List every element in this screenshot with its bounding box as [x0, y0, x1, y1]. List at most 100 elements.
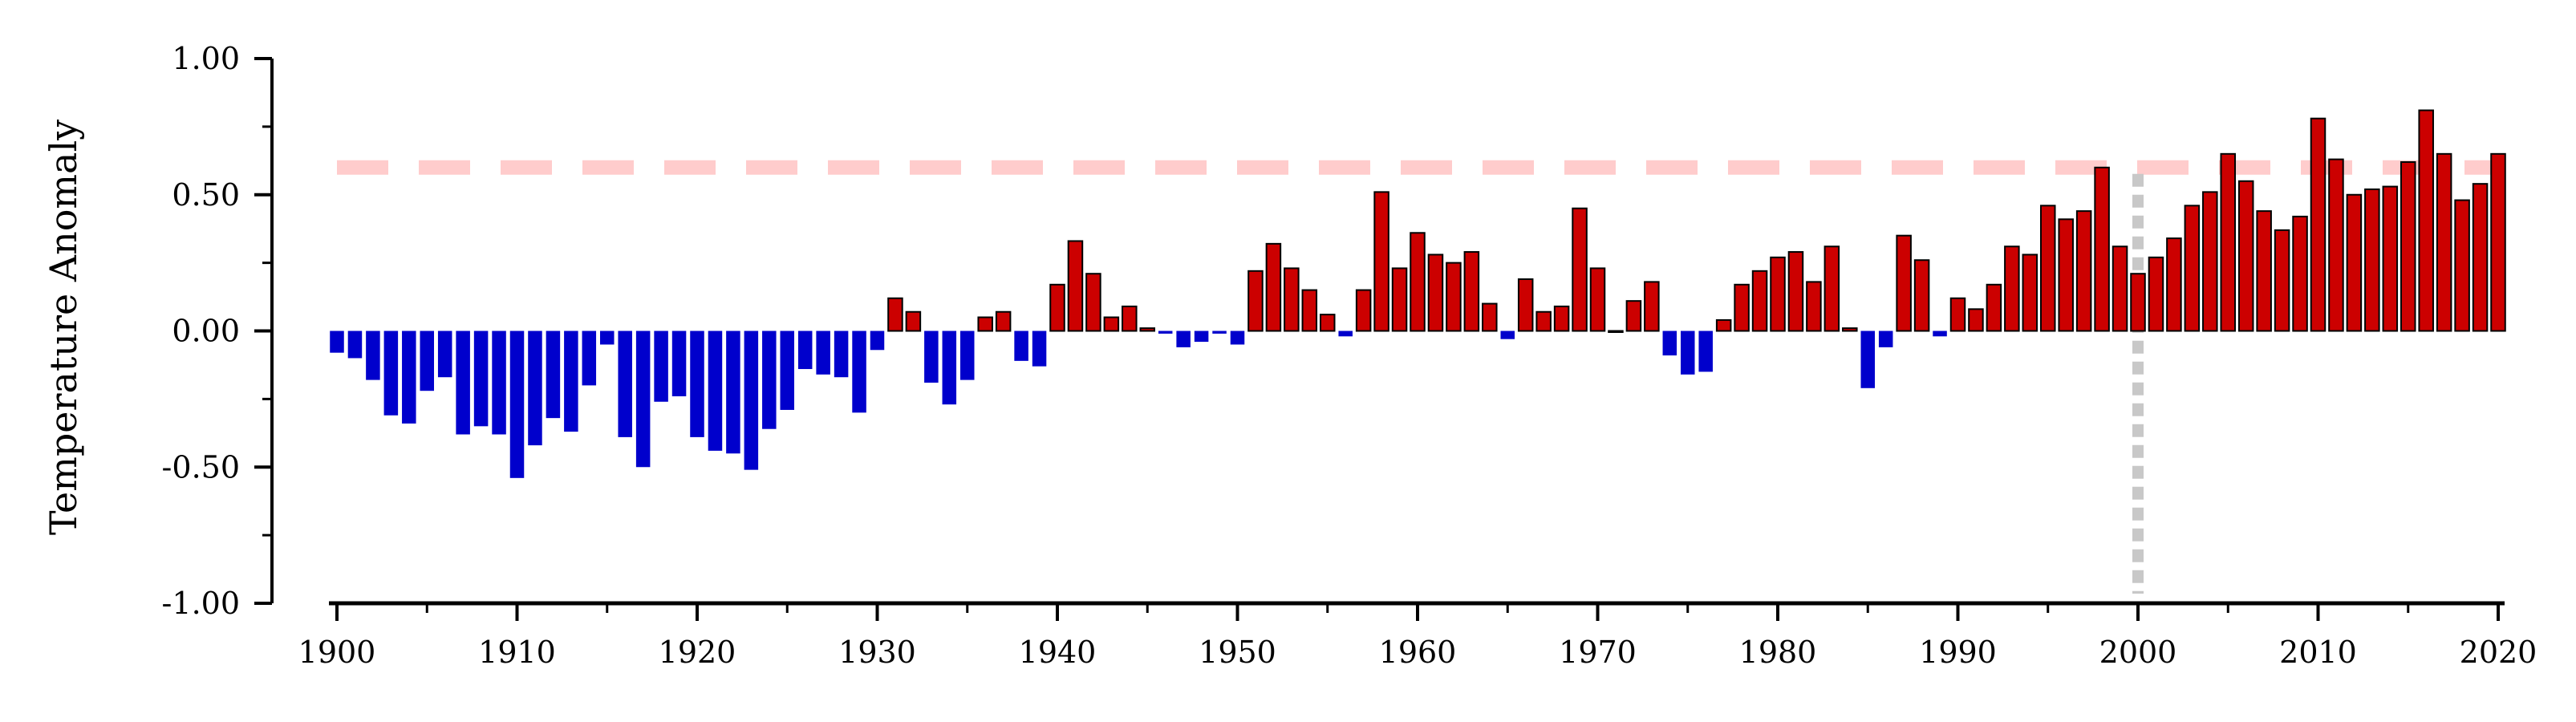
bar-1974	[1662, 331, 1677, 356]
bar-1955	[1319, 314, 1336, 332]
reference-lines	[337, 160, 2498, 594]
bar-2004	[2202, 191, 2218, 332]
bar-1986	[1878, 331, 1893, 347]
bar-1979	[1751, 270, 1768, 332]
bar-1966	[1517, 278, 1534, 332]
bar-1913	[564, 331, 578, 432]
bar-1956	[1338, 331, 1353, 337]
bar-2002	[2166, 237, 2182, 332]
bar-1919	[671, 331, 687, 396]
bar-2011	[2328, 158, 2344, 332]
bar-1949	[1212, 331, 1227, 334]
bar-1992	[1986, 283, 2002, 332]
bar-1942	[1085, 273, 1101, 332]
bar-1904	[402, 331, 416, 424]
bar-2018	[2454, 199, 2470, 332]
x-tick-label: 1970	[1559, 635, 1637, 670]
bar-1917	[635, 331, 651, 468]
bar-2000	[2130, 273, 2146, 332]
bar-1901	[347, 331, 363, 359]
bar-2003	[2184, 205, 2201, 332]
bar-1982	[1806, 281, 1822, 332]
bar-2005	[2220, 152, 2237, 332]
bar-1925	[780, 331, 795, 410]
bar-1948	[1194, 331, 1209, 343]
bar-1962	[1446, 262, 1462, 332]
bar-1975	[1680, 331, 1695, 375]
bar-1950	[1230, 331, 1245, 345]
bar-1964	[1482, 302, 1498, 332]
bar-1977	[1715, 318, 1732, 332]
bar-1997	[2075, 210, 2092, 332]
bars-group	[330, 109, 2506, 478]
bar-2009	[2292, 215, 2308, 332]
bar-1912	[546, 331, 561, 419]
bar-1959	[1391, 267, 1408, 332]
bar-1985	[1860, 331, 1876, 388]
bar-1932	[905, 310, 922, 332]
bar-1968	[1553, 305, 1570, 332]
bar-2001	[2148, 256, 2164, 332]
x-tick-label: 1960	[1379, 635, 1457, 670]
bar-1988	[1913, 259, 1930, 332]
bar-1920	[690, 331, 704, 437]
bar-1929	[852, 331, 866, 413]
bar-1973	[1644, 281, 1660, 332]
bar-1905	[420, 331, 435, 391]
bar-2006	[2237, 180, 2254, 332]
bar-1996	[2058, 218, 2074, 332]
bar-1970	[1589, 267, 1606, 332]
bar-1965	[1500, 331, 1515, 339]
bar-2007	[2256, 210, 2272, 332]
bar-2016	[2418, 109, 2434, 332]
bar-1953	[1284, 267, 1300, 332]
bar-1906	[437, 331, 452, 378]
y-tick-label: -0.50	[162, 449, 240, 485]
bar-1933	[924, 331, 939, 383]
y-tick-label: -1.00	[162, 586, 240, 621]
bar-1958	[1373, 191, 1389, 332]
bar-1952	[1265, 242, 1282, 332]
bar-1972	[1625, 300, 1642, 332]
bar-1914	[582, 331, 597, 386]
bar-1995	[2039, 205, 2056, 332]
bar-1978	[1734, 283, 1750, 332]
bar-1930	[870, 331, 885, 351]
bar-1910	[509, 331, 525, 478]
axes-group: 1.00 0.50 0.00 -0.50 -1.00 1900 1910 1920 1930 19…	[162, 41, 2537, 670]
bar-1957	[1355, 289, 1372, 332]
bar-1924	[762, 331, 777, 429]
y-tick-label: 0.00	[172, 314, 240, 349]
bar-1923	[744, 331, 759, 470]
bar-1983	[1823, 245, 1840, 332]
bar-1960	[1410, 232, 1426, 332]
bar-2014	[2382, 185, 2399, 332]
bar-1916	[618, 331, 632, 437]
bar-1969	[1572, 207, 1588, 332]
bar-1980	[1770, 256, 1786, 332]
bar-1993	[2004, 245, 2020, 332]
bar-1915	[599, 331, 615, 345]
bar-1989	[1933, 331, 1947, 337]
bar-1900	[330, 331, 344, 353]
bar-1941	[1067, 240, 1084, 332]
bar-1931	[887, 297, 903, 332]
x-tick-label: 1910	[478, 635, 556, 670]
bar-1918	[654, 331, 668, 402]
bar-1909	[492, 331, 506, 435]
bar-2020	[2490, 152, 2506, 332]
x-tick-label: 2020	[2460, 635, 2537, 670]
bar-1938	[1014, 331, 1028, 361]
bar-1951	[1247, 270, 1264, 332]
bar-1967	[1535, 310, 1552, 332]
bar-2019	[2472, 183, 2489, 332]
bar-1981	[1787, 251, 1804, 332]
bar-1936	[977, 316, 993, 332]
x-tick-label: 2000	[2099, 635, 2177, 670]
bar-1991	[1968, 308, 1984, 332]
bar-1934	[942, 331, 957, 405]
bar-1990	[1949, 297, 1966, 332]
x-tick-label: 1900	[298, 635, 376, 670]
bar-1999	[2112, 245, 2128, 332]
x-tick-label: 1920	[659, 635, 736, 670]
